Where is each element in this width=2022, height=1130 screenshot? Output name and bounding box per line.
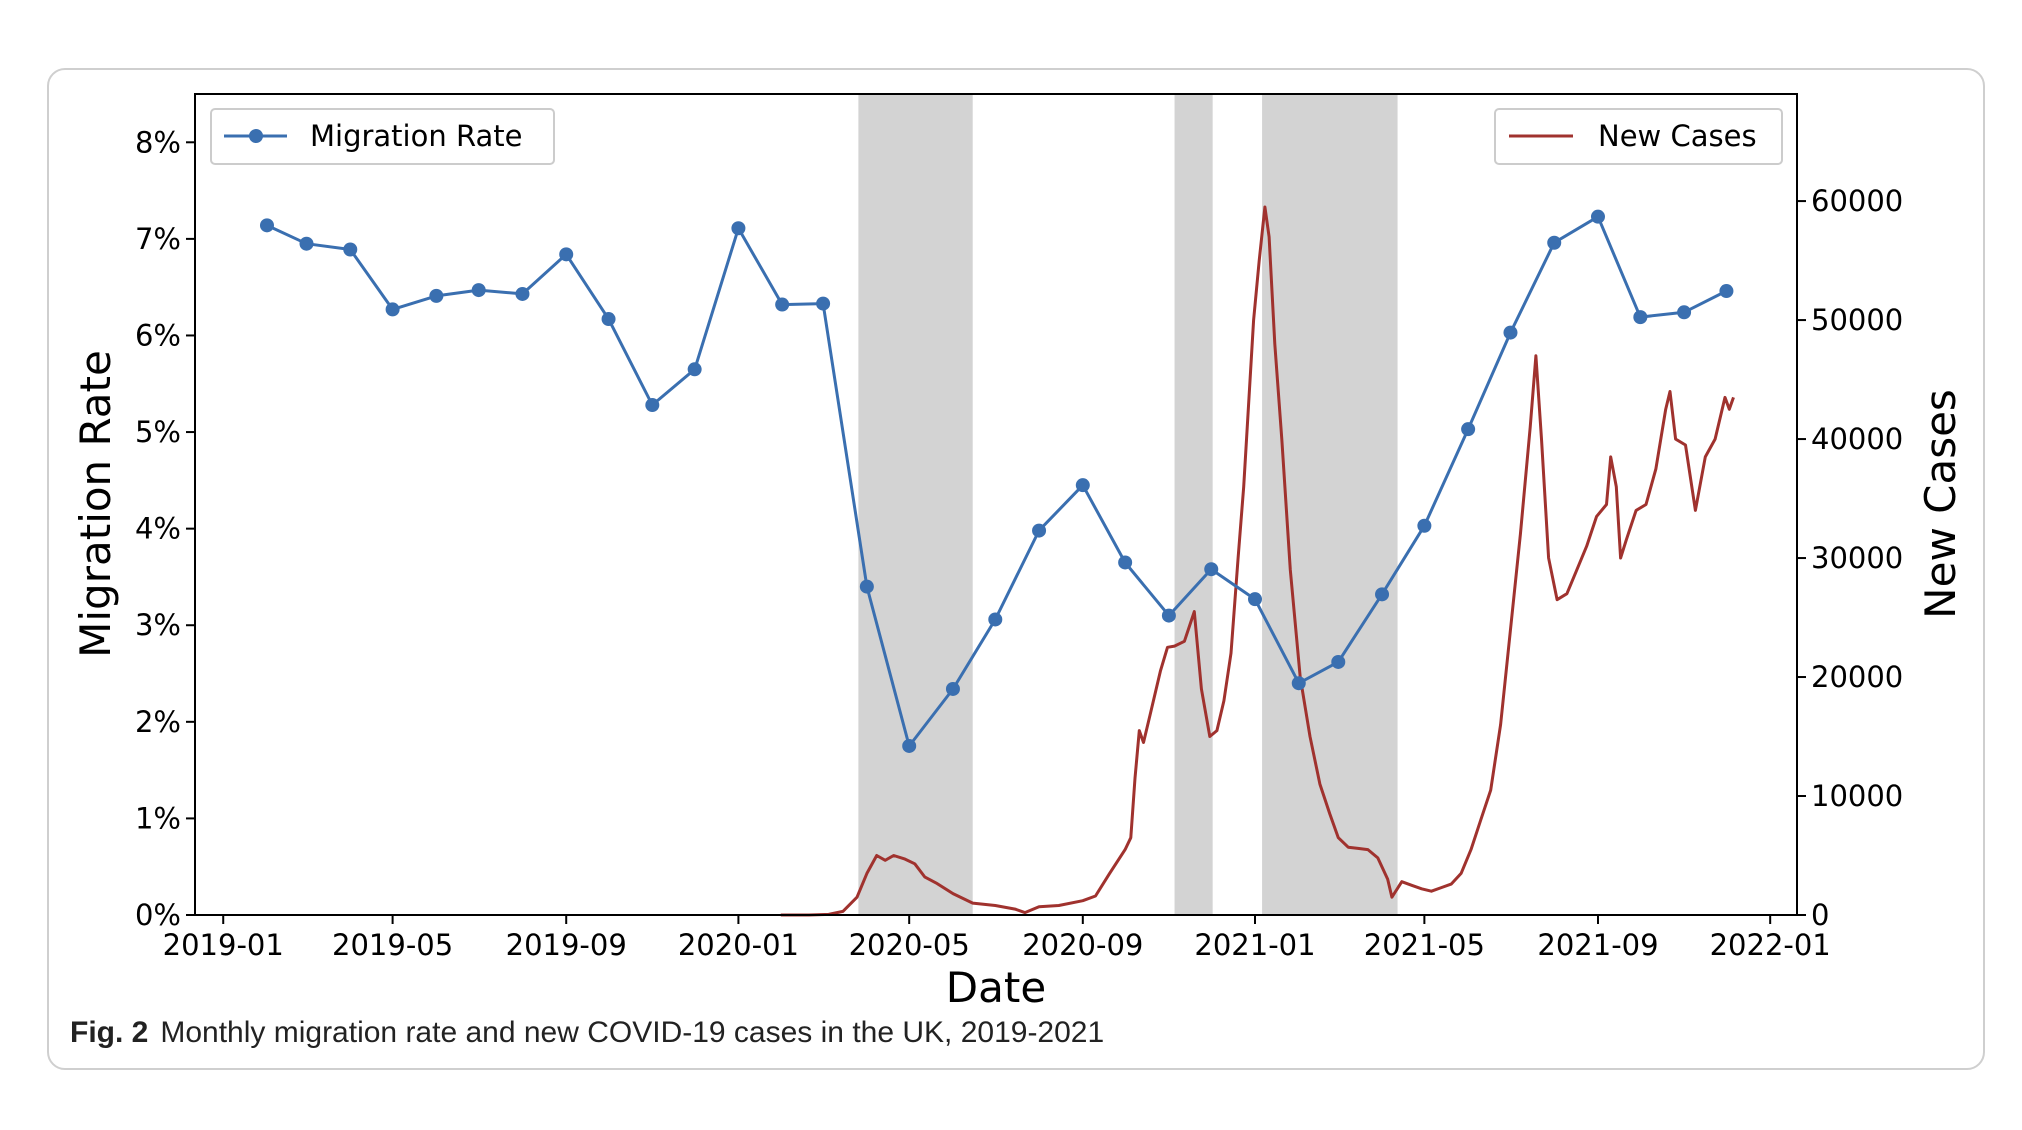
plot-area-border <box>194 93 1798 916</box>
right-y-tick-label: 20000 <box>1811 660 1903 694</box>
migration-rate-point <box>645 398 660 413</box>
migration-rate-point <box>1677 305 1692 320</box>
x-tick-label: 2020-05 <box>849 928 970 962</box>
x-axis-ticks: 2019-01 2019-05 2019-09 2020-01 2020-05 2020-… <box>163 915 1831 962</box>
migration-rate-point <box>1161 608 1176 623</box>
migration-rate-point <box>988 612 1003 627</box>
legend-left-label: Migration Rate <box>310 119 522 153</box>
left-y-tick-label: 8% <box>135 125 181 159</box>
left-y-tick-label: 5% <box>135 415 181 449</box>
x-tick-label: 2019-09 <box>506 928 627 962</box>
migration-rate-point <box>1331 654 1346 669</box>
migration-rate-point <box>343 242 358 257</box>
legend-left-box <box>210 108 555 165</box>
migration-rate-point <box>1248 592 1263 607</box>
migration-rate-point <box>1461 422 1476 437</box>
migration-rate-point <box>515 286 530 301</box>
legend-right: New Cases <box>1494 108 1783 165</box>
migration-rate-point <box>1204 562 1219 577</box>
x-tick-label: 2020-09 <box>1022 928 1143 962</box>
migration-rate-point <box>385 302 400 317</box>
migration-rate-point <box>902 738 917 753</box>
figure-caption: Fig. 2 Monthly migration rate and new COV… <box>70 1016 1104 1050</box>
x-tick-label: 2022-01 <box>1710 928 1831 962</box>
shaded-period-2 <box>1174 94 1213 915</box>
right-y-tick-label: 30000 <box>1811 541 1903 575</box>
migration-rate-point <box>259 218 274 233</box>
migration-rate-point <box>1075 478 1090 493</box>
caption-text: Monthly migration rate and new COVID-19 … <box>160 1016 1105 1049</box>
migration-rate-point <box>775 297 790 312</box>
migration-rate-point <box>1547 235 1562 250</box>
migration-rate-point <box>559 247 574 262</box>
left-y-tick-label: 3% <box>135 608 181 642</box>
new-cases-line <box>780 205 1735 917</box>
left-y-axis-ticks: 0% 1% 2% 3% 4% 5% 6% 7% 8% <box>135 125 195 932</box>
x-axis-label: Date <box>946 963 1046 1012</box>
x-tick-label: 2021-01 <box>1194 928 1315 962</box>
migration-rate-point <box>299 236 314 251</box>
left-y-tick-label: 7% <box>135 222 181 256</box>
x-tick-label: 2019-05 <box>332 928 453 962</box>
right-y-axis-ticks: 0 10000 20000 30000 40000 50000 60000 <box>1797 184 1903 932</box>
migration-rate-point <box>1719 284 1734 299</box>
shaded-periods <box>858 94 1398 915</box>
migration-rate-point <box>1118 555 1133 570</box>
left-y-tick-label: 6% <box>135 318 181 352</box>
x-tick-label: 2021-05 <box>1364 928 1485 962</box>
migration-rate-point <box>687 362 702 377</box>
migration-rate-point <box>1590 209 1605 224</box>
left-y-tick-label: 2% <box>135 705 181 739</box>
right-y-tick-label: 40000 <box>1811 422 1903 456</box>
figure-frame <box>47 68 1985 1070</box>
migration-rate-point <box>859 579 874 594</box>
migration-rate-point <box>601 312 616 327</box>
left-y-axis-label: Migration Rate <box>71 350 120 658</box>
migration-rate-point <box>816 296 831 311</box>
right-y-tick-label: 10000 <box>1811 779 1903 813</box>
migration-rate-series <box>259 209 1734 753</box>
left-y-tick-label: 1% <box>135 801 181 835</box>
x-tick-label: 2020-01 <box>678 928 799 962</box>
right-y-tick-label: 50000 <box>1811 303 1903 337</box>
legend-left: Migration Rate <box>210 108 555 165</box>
shaded-period-3 <box>1262 94 1398 915</box>
shaded-period-1 <box>858 94 973 915</box>
right-y-tick-label: 60000 <box>1811 184 1903 218</box>
migration-rate-point <box>1417 518 1432 533</box>
migration-rate-point <box>429 288 444 303</box>
left-y-tick-label: 0% <box>135 898 181 932</box>
migration-rate-point <box>471 283 486 298</box>
migration-rate-point <box>1291 676 1306 691</box>
legend-right-label: New Cases <box>1598 119 1757 153</box>
migration-rate-point <box>1503 325 1518 340</box>
new-cases-series <box>780 205 1735 917</box>
left-y-tick-label: 4% <box>135 512 181 546</box>
right-y-axis-label: New Cases <box>1916 389 1965 619</box>
migration-rate-point <box>731 221 746 236</box>
migration-rate-point <box>945 681 960 696</box>
x-tick-label: 2021-09 <box>1537 928 1658 962</box>
x-tick-label: 2019-01 <box>163 928 284 962</box>
migration-rate-point <box>1633 310 1648 325</box>
caption-label: Fig. 2 <box>70 1016 149 1049</box>
legend-left-marker-swatch <box>249 129 263 143</box>
migration-rate-point <box>1032 523 1047 538</box>
migration-rate-point <box>1375 587 1390 602</box>
right-y-tick-label: 0 <box>1811 898 1829 932</box>
legend-right-box <box>1494 108 1783 165</box>
